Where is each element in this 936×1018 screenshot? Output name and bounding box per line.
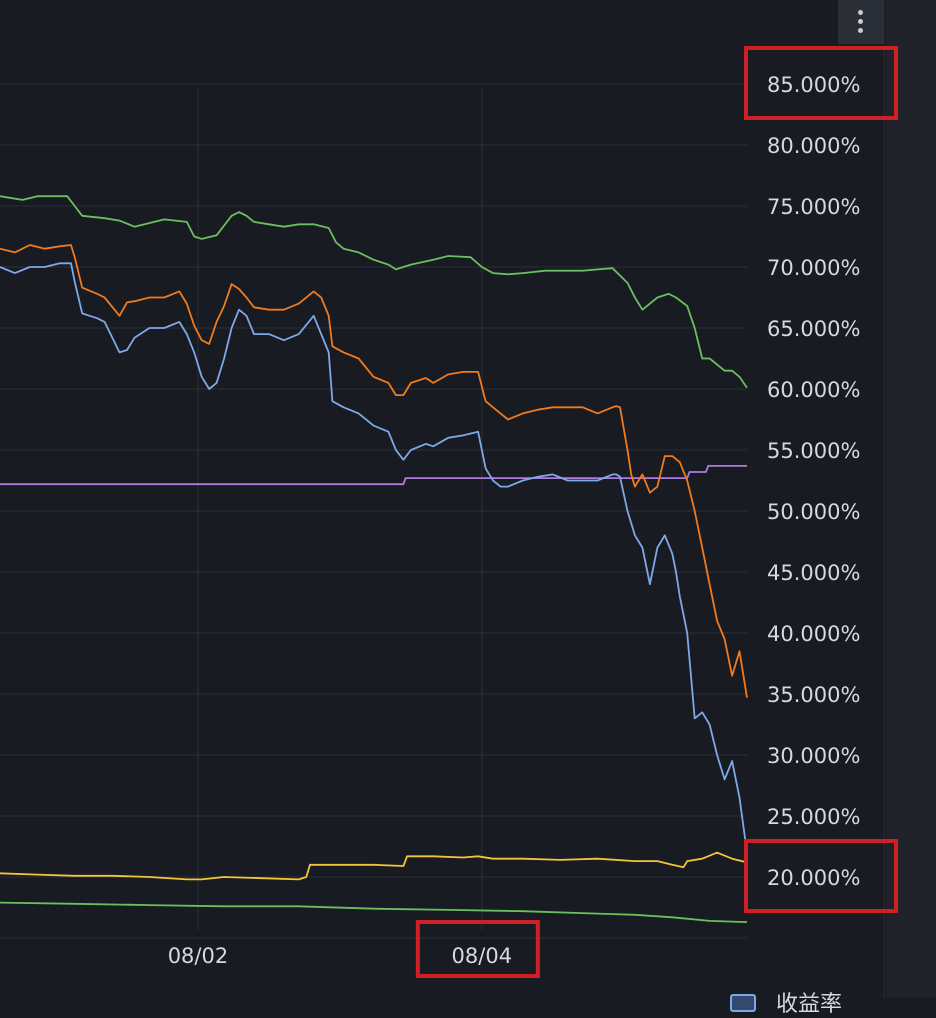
y-tick-label: 20.000% — [767, 866, 860, 890]
dot-icon — [858, 19, 863, 24]
series-line-green-lower — [0, 901, 748, 923]
highlight-box — [415, 920, 540, 978]
x-axis-ticks: 08/02 08/04 — [168, 944, 512, 968]
highlight-box — [744, 46, 898, 120]
y-tick-label: 25.000% — [767, 805, 860, 829]
y-tick-label: 80.000% — [767, 134, 860, 158]
y-tick-label: 60.000% — [767, 378, 860, 402]
x-tick-label: 08/02 — [168, 944, 229, 968]
series-line-yellow — [0, 851, 748, 881]
legend-swatch — [730, 994, 756, 1012]
y-tick-label: 30.000% — [767, 744, 860, 768]
y-tick-label: 55.000% — [767, 439, 860, 463]
grid — [0, 0, 885, 998]
y-tick-label: 45.000% — [767, 561, 860, 585]
y-tick-label: 75.000% — [767, 195, 860, 219]
series-line-purple — [0, 465, 747, 486]
y-axis-ticks: 85.000% 80.000% 75.000% 70.000% 65.000% 60.00… — [767, 73, 860, 890]
x-tick-label: 08/04 — [452, 944, 513, 968]
series-line-green-upper — [0, 195, 748, 389]
dot-icon — [858, 28, 863, 33]
series-line-blue-yield — [0, 262, 748, 853]
highlight-boxes — [415, 46, 898, 978]
highlight-box — [744, 839, 898, 913]
y-tick-label: 85.000% — [767, 73, 860, 97]
y-tick-label: 40.000% — [767, 622, 860, 646]
series-line-orange — [0, 244, 748, 698]
series-lines — [0, 195, 748, 923]
y-tick-label: 50.000% — [767, 500, 860, 524]
more-options-button[interactable] — [838, 0, 884, 44]
legend-label: 收益率 — [776, 992, 843, 1017]
dot-icon — [858, 10, 863, 15]
y-tick-label: 65.000% — [767, 317, 860, 341]
price-scale-panel — [886, 0, 936, 998]
y-tick-label: 35.000% — [767, 683, 860, 707]
y-tick-label: 70.000% — [767, 256, 860, 280]
legend[interactable]: 收益率 — [730, 986, 842, 1017]
